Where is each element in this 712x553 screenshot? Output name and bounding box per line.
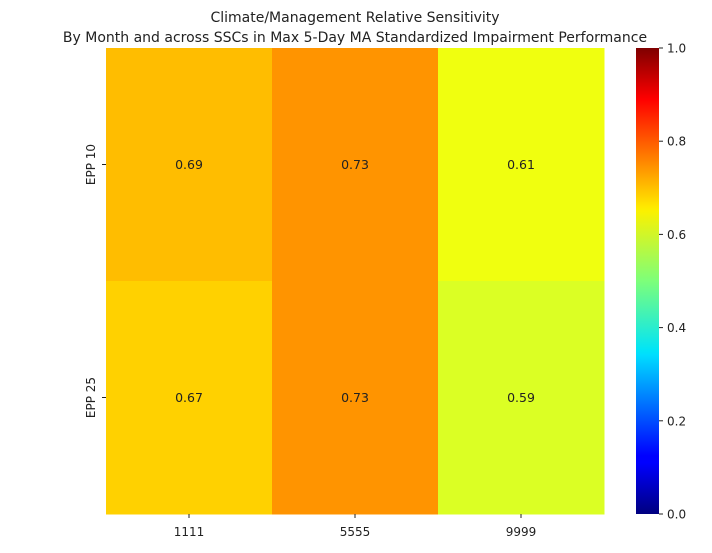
heatmap-cell-r0-c0 — [106, 48, 273, 282]
colorbar-tick-label: 1.0 — [667, 42, 686, 56]
colorbar-gradient — [636, 48, 659, 514]
cell-value-label: 0.59 — [507, 390, 535, 405]
heatmap-cell-r0-c2 — [438, 48, 605, 282]
y-axis: EPP 10 EPP 25 — [84, 144, 106, 418]
cell-value-label: 0.61 — [507, 157, 535, 172]
colorbar-tick-label: 0.6 — [667, 228, 686, 242]
x-tick-label: 1111 — [174, 525, 205, 539]
x-axis: 1111 5555 9999 — [174, 514, 537, 539]
cell-value-label: 0.73 — [341, 157, 369, 172]
y-tick-label: EPP 25 — [84, 377, 98, 418]
colorbar-tick-label: 0.8 — [667, 135, 686, 149]
colorbar-tick-label: 0.4 — [667, 321, 686, 335]
y-tick-label: EPP 10 — [84, 144, 98, 185]
colorbar-tick-label: 0.2 — [667, 414, 686, 428]
cell-value-label: 0.73 — [341, 390, 369, 405]
heatmap-cell-r1-c1 — [272, 281, 439, 515]
cell-value-label: 0.67 — [175, 390, 203, 405]
x-tick-label: 9999 — [506, 525, 537, 539]
heatmap-cells — [106, 48, 605, 515]
chart-title-line-2: By Month and across SSCs in Max 5-Day MA… — [63, 30, 647, 46]
heatmap-cell-r1-c2 — [438, 281, 605, 515]
colorbar-ticks: 0.0 0.2 0.4 0.6 0.8 1.0 — [659, 42, 686, 522]
heatmap-cell-r0-c1 — [272, 48, 439, 282]
chart-title-line-1: Climate/Management Relative Sensitivity — [210, 10, 499, 26]
cell-value-label: 0.69 — [175, 157, 203, 172]
colorbar — [636, 48, 659, 514]
heatmap-cell-r1-c0 — [106, 281, 273, 515]
x-tick-label: 5555 — [340, 525, 371, 539]
colorbar-tick-label: 0.0 — [667, 508, 686, 522]
chart-title: Climate/Management Relative Sensitivity … — [63, 10, 647, 46]
heatmap-cell-labels: 0.69 0.73 0.61 0.67 0.73 0.59 — [175, 157, 535, 405]
